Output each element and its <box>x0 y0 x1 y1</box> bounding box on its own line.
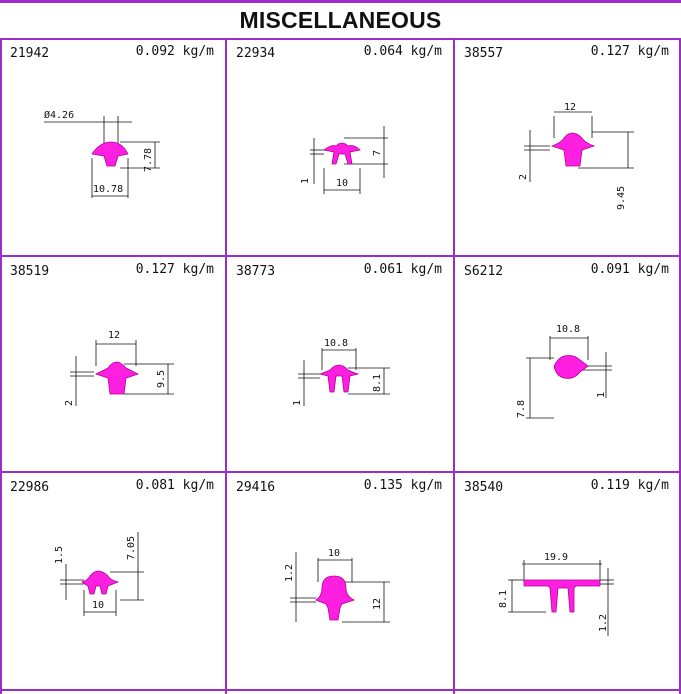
profile-weight: 0.127 kg/m <box>590 44 669 59</box>
profile-cell-38540: 38540 0.119 kg/m 19.9 8.1 1.2 <box>454 472 681 690</box>
profile-cell-22934: 22934 0.064 kg/m 7 1 10 <box>226 38 454 256</box>
profile-weight: 0.091 kg/m <box>590 262 669 277</box>
profile-weight: 0.061 kg/m <box>363 262 442 277</box>
profile-cell-38557: 38557 0.127 kg/m 12 2 9.45 <box>454 38 681 256</box>
grid-line <box>225 38 227 694</box>
profile-cell-S6212: S6212 0.091 kg/m 10.8 1 7.8 <box>454 256 681 472</box>
profile-shape <box>523 579 601 613</box>
profile-weight: 0.092 kg/m <box>135 44 214 59</box>
page-header: MISCELLANEOUS <box>0 0 681 38</box>
dimension-label: 1 <box>292 400 303 406</box>
profile-weight: 0.135 kg/m <box>363 478 442 493</box>
profile-drawing: 19.9 8.1 1.2 <box>498 552 614 636</box>
profile-cell-21942: 21942 0.092 kg/m Ø4.26 7.78 10.78 <box>0 38 226 256</box>
profile-shape <box>315 575 356 621</box>
profile-shape <box>318 364 360 393</box>
profile-cell-22986: 22986 0.081 kg/m 7.05 1.5 10 <box>0 472 226 690</box>
profile-code: 22934 <box>236 46 276 61</box>
profile-drawing: 10 1.2 12 <box>284 548 390 623</box>
profile-code: 21942 <box>10 46 50 61</box>
profile-shape <box>94 361 140 395</box>
dimension-label: 7.8 <box>516 400 527 418</box>
dimension-label: 12 <box>564 102 576 113</box>
dimension-label: 2 <box>518 174 529 180</box>
grid-line <box>0 255 681 257</box>
dimension-label: 10 <box>328 548 340 559</box>
grid-line <box>0 38 681 40</box>
profile-shape <box>91 141 129 167</box>
dimension-label: 7.78 <box>143 148 154 172</box>
dimension-label: 1 <box>300 178 311 184</box>
profile-shape <box>81 570 120 595</box>
profile-drawing: 7.05 1.5 10 <box>54 532 144 616</box>
dimension-label: Ø4.26 <box>44 109 74 121</box>
profile-code: 38773 <box>236 264 276 279</box>
profile-shape <box>550 132 596 167</box>
grid-line <box>0 689 681 691</box>
profile-cell-38519: 38519 0.127 kg/m 12 9.5 2 <box>0 256 226 472</box>
dimension-label: 12 <box>372 598 383 610</box>
dimension-label: 8.1 <box>498 590 509 608</box>
dimension-label: 1.2 <box>598 614 609 632</box>
dimension-label: 19.9 <box>544 552 568 563</box>
dimension-label: 10.8 <box>324 338 348 349</box>
profile-code: 29416 <box>236 480 276 495</box>
profile-drawing: 12 9.5 2 <box>64 330 174 406</box>
profile-code: 22986 <box>10 480 50 495</box>
profile-shape <box>553 355 589 379</box>
dimension-label: 9.5 <box>156 370 167 388</box>
dimension-label: 12 <box>108 330 120 341</box>
dimension-label: 10 <box>92 600 104 611</box>
profile-cell-29416: 29416 0.135 kg/m 10 1.2 12 <box>226 472 454 690</box>
dimension-label: 7.05 <box>126 536 137 560</box>
grid-line <box>679 38 681 694</box>
profile-code: 38540 <box>464 480 504 495</box>
profile-cell-38773: 38773 0.061 kg/m 10.8 8.1 1 <box>226 256 454 472</box>
profile-weight: 0.119 kg/m <box>590 478 669 493</box>
dimension-label: 7 <box>372 150 383 156</box>
dimension-label: 8.1 <box>372 374 383 392</box>
grid-line <box>453 38 455 694</box>
dimension-label: 1.2 <box>284 564 295 582</box>
profile-code: S6212 <box>464 264 504 279</box>
profile-shape <box>323 142 361 165</box>
profile-code: 38519 <box>10 264 50 279</box>
profile-grid: 21942 0.092 kg/m Ø4.26 7.78 10.78 22934 … <box>0 38 681 694</box>
profile-drawing: 12 2 9.45 <box>518 102 634 210</box>
profile-weight: 0.064 kg/m <box>363 44 442 59</box>
dimension-label: 2 <box>64 400 75 406</box>
grid-line <box>0 471 681 473</box>
profile-drawing: 10.8 8.1 1 <box>292 338 390 406</box>
profile-weight: 0.127 kg/m <box>135 262 214 277</box>
profile-code: 38557 <box>464 46 504 61</box>
dimension-label: 9.45 <box>616 186 627 210</box>
profile-drawing: 10.8 1 7.8 <box>516 324 612 419</box>
dimension-label: 1.5 <box>54 546 65 564</box>
dimension-label: 10.78 <box>93 184 123 195</box>
dimension-label: 10.8 <box>556 324 580 335</box>
page-title: MISCELLANEOUS <box>239 7 442 33</box>
grid-line <box>0 38 2 694</box>
profile-drawing: Ø4.26 7.78 10.78 <box>44 109 160 198</box>
dimension-label: 1 <box>596 392 607 398</box>
dimension-label: 10 <box>336 178 348 189</box>
profile-drawing: 7 1 10 <box>300 126 388 194</box>
profile-weight: 0.081 kg/m <box>135 478 214 493</box>
